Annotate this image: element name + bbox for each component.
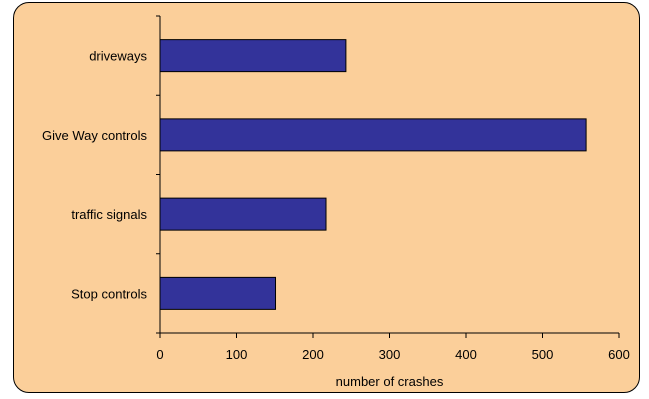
- y-ticks-group: driveways Give Way controls traffic signal…: [42, 15, 160, 334]
- x-ticks-group: 0 100 200 300 400 500 600: [156, 333, 630, 362]
- y-tick-label: driveways: [89, 49, 147, 64]
- y-tick-label: Give Way controls: [42, 128, 147, 143]
- bars-group: [159, 39, 587, 310]
- x-tick-label: 400: [455, 347, 477, 362]
- x-tick-label: 200: [302, 347, 324, 362]
- x-axis-title: number of crashes: [336, 374, 444, 389]
- y-tick-label: Stop controls: [71, 286, 147, 301]
- x-tick-label: 600: [608, 347, 630, 362]
- bar-give-way-controls: [159, 118, 587, 152]
- bar-driveways: [159, 39, 347, 73]
- y-tick-label: traffic signals: [71, 207, 147, 222]
- x-tick-label: 300: [379, 347, 401, 362]
- bar-stop-controls: [159, 276, 277, 310]
- x-tick-label: 500: [532, 347, 554, 362]
- bar-traffic-signals: [159, 197, 327, 231]
- x-tick-label: 0: [156, 347, 163, 362]
- x-tick-label: 100: [226, 347, 248, 362]
